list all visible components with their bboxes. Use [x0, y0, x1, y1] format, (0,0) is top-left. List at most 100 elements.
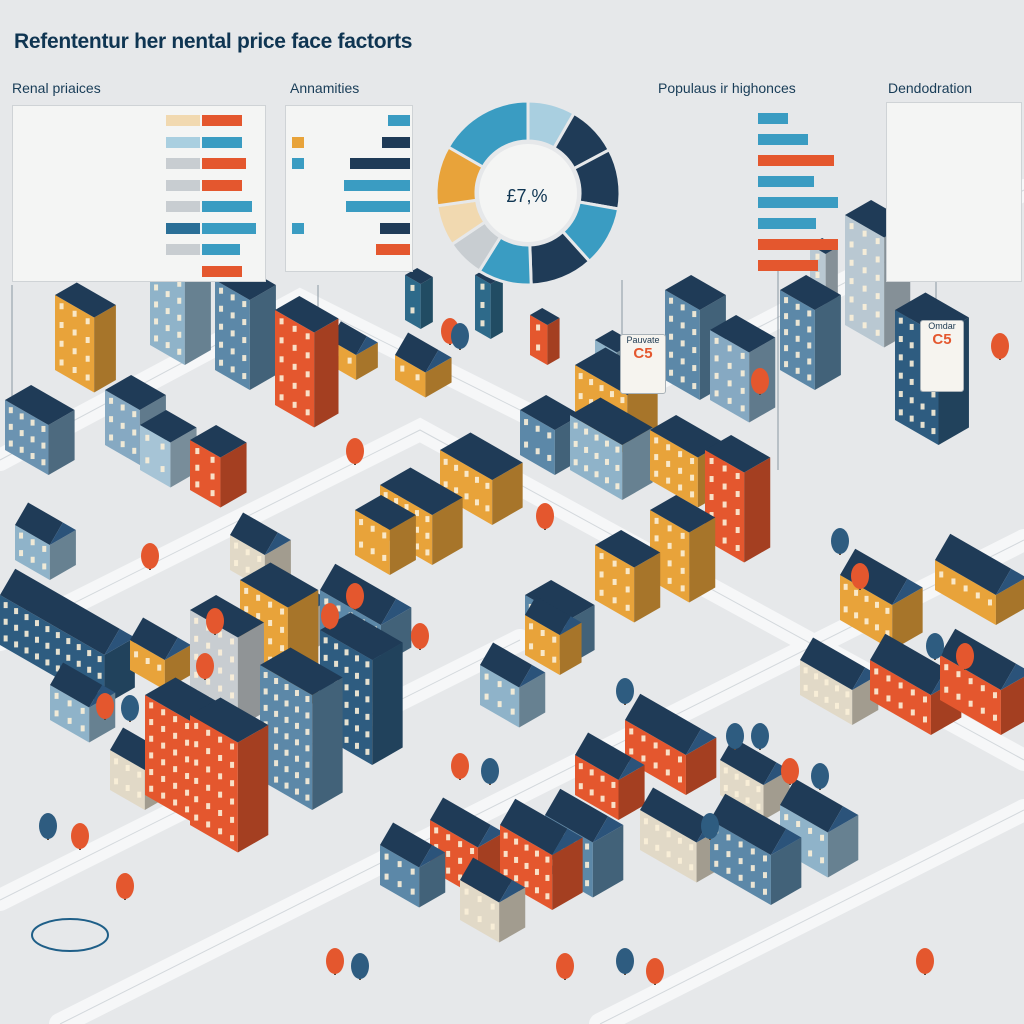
building-window — [242, 301, 247, 308]
building-window — [886, 695, 891, 702]
building-window — [808, 850, 813, 857]
tree — [851, 563, 869, 589]
building-window — [274, 710, 279, 717]
building-face — [800, 660, 853, 725]
building-window — [230, 348, 235, 355]
building-window — [59, 303, 64, 310]
building-window — [454, 464, 459, 471]
building-window — [484, 693, 489, 700]
building-window — [218, 809, 223, 816]
building-window — [740, 352, 745, 359]
building-window — [834, 702, 839, 709]
building-window — [194, 814, 199, 821]
building-window — [230, 743, 235, 750]
building-window — [573, 440, 578, 447]
building-face — [372, 642, 403, 765]
building-window — [410, 868, 415, 875]
building-window — [968, 678, 973, 685]
building-window — [625, 586, 630, 593]
building-window — [980, 685, 985, 692]
rental-bar-light — [166, 201, 200, 212]
building-window — [722, 465, 727, 472]
building-roof — [430, 797, 491, 848]
building-window — [604, 477, 609, 484]
building-window — [578, 783, 583, 790]
building-window — [165, 342, 170, 349]
street-sign-right: Omdar C5 — [920, 320, 964, 392]
building — [15, 502, 76, 580]
tree — [206, 608, 224, 634]
building-window — [584, 465, 589, 472]
building-window — [503, 832, 508, 839]
building-window — [344, 701, 349, 708]
building-window — [536, 324, 541, 331]
building-window — [244, 587, 249, 594]
building-window — [474, 476, 479, 483]
building-window — [795, 351, 800, 358]
building-window — [849, 296, 854, 303]
building-face — [492, 462, 523, 525]
building-window — [931, 391, 936, 398]
building-window — [305, 712, 310, 719]
building-window — [149, 702, 154, 709]
building-roof — [405, 268, 433, 284]
building — [480, 642, 546, 728]
building-window — [796, 821, 801, 828]
building-roof — [780, 275, 841, 310]
popularity-bar — [758, 155, 834, 166]
building-window — [132, 411, 137, 418]
building-window — [458, 874, 463, 881]
building-window — [600, 795, 605, 802]
building-window — [874, 688, 879, 695]
rental-bar — [202, 222, 256, 234]
tree — [991, 333, 1009, 359]
building-window — [3, 602, 8, 609]
building — [845, 200, 911, 348]
building-window — [230, 674, 235, 681]
building-window — [951, 578, 956, 585]
building-window — [939, 571, 944, 578]
building-window — [54, 710, 59, 717]
building-roof — [650, 495, 716, 533]
building-window — [820, 857, 825, 864]
building-window — [609, 391, 614, 398]
building-window — [931, 409, 936, 416]
building-face — [55, 295, 95, 393]
building-window — [545, 893, 550, 900]
building-window — [206, 821, 211, 828]
building-window — [218, 828, 223, 835]
building-window — [843, 606, 848, 613]
building-window — [8, 407, 13, 414]
building-window — [149, 735, 154, 742]
building-window — [709, 494, 714, 501]
building-face — [380, 845, 420, 908]
building-window — [615, 464, 620, 471]
building-window — [545, 874, 550, 881]
building-window — [234, 560, 239, 567]
building — [710, 793, 802, 905]
building-roof — [5, 385, 75, 425]
building-roof — [559, 616, 582, 635]
building-window — [665, 749, 670, 756]
building-face — [720, 760, 764, 820]
building-window — [161, 775, 166, 782]
popularity-heading: Populaus ir highonces — [658, 80, 796, 96]
building-window — [397, 861, 402, 868]
building-window — [354, 672, 359, 679]
building-window — [206, 784, 211, 791]
building-window — [909, 342, 914, 349]
building-window — [849, 223, 854, 230]
rental-bar — [202, 244, 240, 255]
building-window — [762, 855, 767, 862]
building-window — [689, 864, 694, 871]
building-window — [653, 762, 658, 769]
building-window — [85, 374, 90, 381]
building-window — [410, 284, 415, 291]
building-window — [234, 542, 239, 549]
building-window — [898, 409, 903, 416]
building-roof — [275, 296, 339, 333]
building-window — [292, 363, 297, 370]
building-roof — [380, 822, 433, 868]
building-window — [242, 355, 247, 362]
building-window — [145, 457, 150, 464]
